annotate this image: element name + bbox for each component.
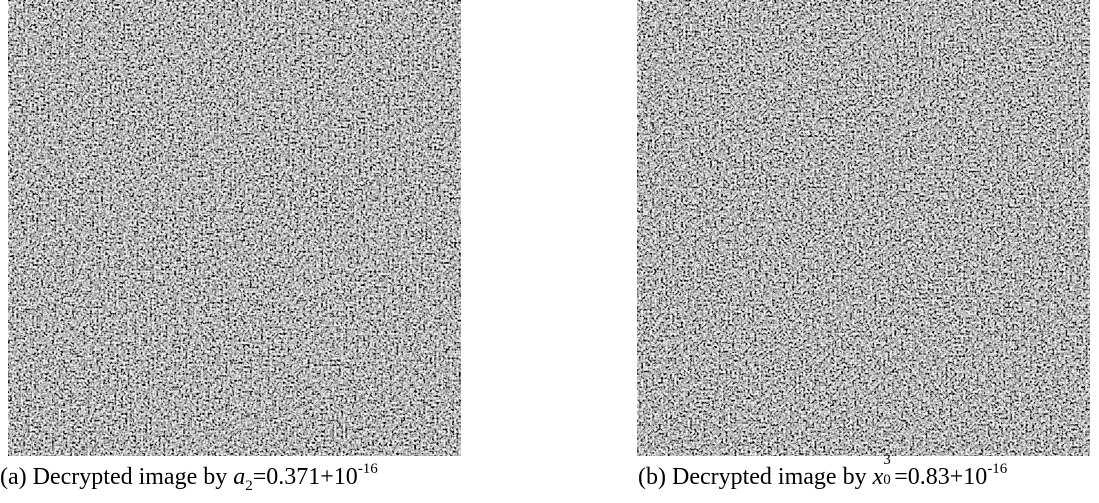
subscript: 2 — [245, 478, 253, 494]
noise — [8, 0, 461, 456]
caption-text: Decrypted image by — [32, 464, 228, 490]
subscript: 0 — [883, 472, 891, 488]
decrypted-image-a — [8, 0, 461, 456]
value: =0.371+10 — [252, 464, 358, 490]
value: =0.83+10 — [894, 464, 988, 490]
label: (a) — [0, 464, 27, 490]
variable: a — [233, 464, 246, 490]
exponent: -16 — [987, 461, 1008, 477]
superscript: 3 — [883, 452, 891, 468]
variable: x — [872, 464, 884, 490]
caption-a: (a) Decrypted image by a2=0.371+10-16 — [0, 461, 378, 494]
noise — [637, 0, 1090, 456]
exponent: -16 — [357, 461, 378, 477]
caption-b: (b) Decrypted image by x 3 0 =0.83+10-16 — [638, 452, 1008, 491]
decrypted-image-b — [637, 0, 1090, 456]
label: (b) — [638, 464, 666, 490]
caption-text: Decrypted image by — [671, 464, 867, 490]
